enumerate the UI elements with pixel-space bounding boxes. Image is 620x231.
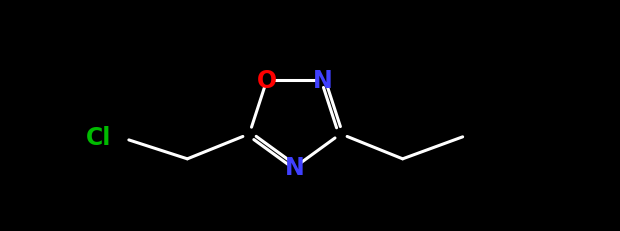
Text: N: N <box>313 69 333 93</box>
Text: N: N <box>285 155 305 179</box>
Text: Cl: Cl <box>86 125 112 149</box>
Text: O: O <box>257 69 277 93</box>
